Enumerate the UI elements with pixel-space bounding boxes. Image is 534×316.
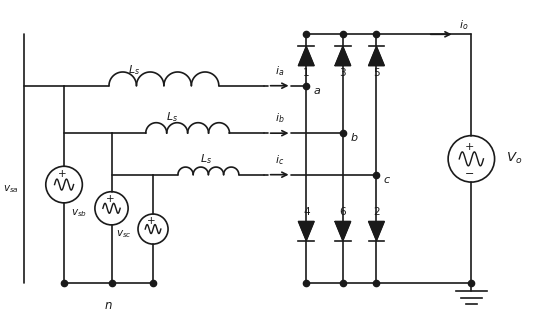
Text: 3: 3 bbox=[340, 68, 346, 78]
Text: $+$: $+$ bbox=[464, 141, 474, 152]
Text: 5: 5 bbox=[373, 68, 380, 78]
Text: $n$: $n$ bbox=[104, 299, 113, 312]
Text: 6: 6 bbox=[340, 208, 346, 217]
Text: $+$: $+$ bbox=[105, 193, 114, 204]
Polygon shape bbox=[299, 222, 314, 241]
Text: $i_a$: $i_a$ bbox=[274, 64, 284, 78]
Text: $+$: $+$ bbox=[57, 168, 67, 179]
Polygon shape bbox=[335, 222, 351, 241]
Text: 2: 2 bbox=[373, 208, 380, 217]
Text: $V_o$: $V_o$ bbox=[506, 151, 523, 167]
Text: $b$: $b$ bbox=[350, 131, 358, 143]
Text: $-$: $-$ bbox=[465, 167, 474, 177]
Text: $i_b$: $i_b$ bbox=[274, 111, 284, 125]
Text: $i_c$: $i_c$ bbox=[274, 153, 284, 167]
Text: $v_{sc}$: $v_{sc}$ bbox=[116, 228, 132, 240]
Text: 1: 1 bbox=[303, 68, 310, 78]
Polygon shape bbox=[299, 46, 314, 66]
Text: $c$: $c$ bbox=[383, 175, 391, 185]
Text: $+$: $+$ bbox=[146, 215, 156, 226]
Polygon shape bbox=[368, 46, 384, 66]
Polygon shape bbox=[335, 46, 351, 66]
Text: $a$: $a$ bbox=[313, 86, 321, 96]
Text: $i_o$: $i_o$ bbox=[459, 18, 469, 32]
Text: $v_{sb}$: $v_{sb}$ bbox=[71, 207, 87, 219]
Text: $L_s$: $L_s$ bbox=[128, 63, 140, 77]
Text: $L_s$: $L_s$ bbox=[200, 152, 212, 166]
Polygon shape bbox=[368, 222, 384, 241]
Text: $v_{sa}$: $v_{sa}$ bbox=[3, 184, 19, 195]
Text: $L_s$: $L_s$ bbox=[167, 110, 178, 124]
Text: 4: 4 bbox=[303, 208, 310, 217]
